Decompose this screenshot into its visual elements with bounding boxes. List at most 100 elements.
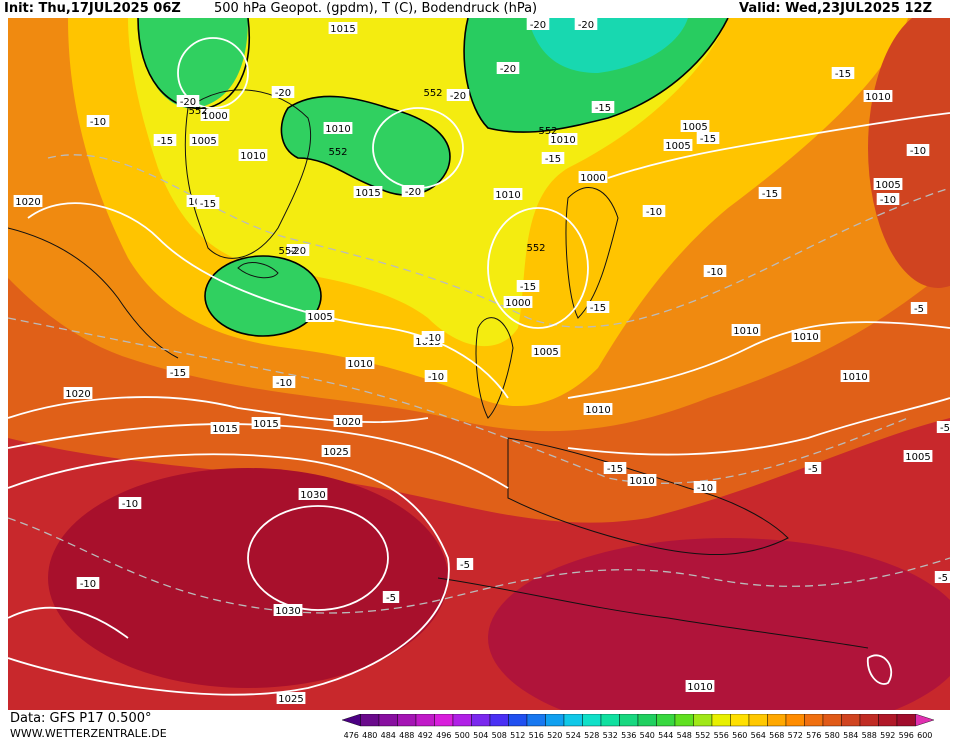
legend-swatch (341, 714, 361, 727)
legend-tick-label: 520 (547, 731, 562, 740)
field-dark-red-africa (488, 538, 950, 710)
temperature-label: -15 (590, 303, 606, 314)
legend-tick-label: 492 (418, 731, 433, 740)
temperature-label-box (642, 205, 666, 217)
temperature-label-box (804, 462, 822, 474)
isobar-label: 1005 (191, 136, 216, 147)
legend-tick-label: 536 (621, 731, 636, 740)
legend-swatch (748, 714, 768, 727)
legend-tick-label: 500 (455, 731, 470, 740)
isobar-label-box (321, 445, 351, 457)
legend-tick-label: 576 (806, 731, 821, 740)
isobar-label: 1015 (355, 188, 380, 199)
legend-tick-label: 508 (492, 731, 507, 740)
isobar-label-box (305, 310, 335, 322)
temperature-label: -15 (170, 368, 186, 379)
isobar-label-box (328, 22, 358, 34)
temperature-label: -15 (700, 134, 716, 145)
temperature-label: -10 (122, 499, 138, 510)
field-green-low (205, 256, 321, 336)
legend-tick-label: 580 (825, 731, 840, 740)
isobar-label-box (680, 120, 710, 132)
temperature-label: -20 (290, 246, 306, 257)
isobar-label: 1010 (347, 359, 372, 370)
map-title: 500 hPa Geopot. (gpdm), T (C), Bodendruc… (214, 1, 538, 16)
temperature-label-box (936, 421, 950, 433)
legend-swatch (878, 714, 898, 727)
field-dark-red-azores (48, 468, 448, 688)
isobar-1000-scandi (487, 207, 589, 329)
legend-tick-label: 496 (436, 731, 451, 740)
temperature-label: -20 (180, 97, 196, 108)
temperature-label-box (196, 197, 220, 209)
temperature-label: -15 (545, 154, 561, 165)
legend-swatch (582, 714, 602, 727)
isobar-label-box (189, 134, 219, 146)
isobar-label: 1025 (323, 447, 348, 458)
legend-tick-label: 540 (640, 731, 655, 740)
isobar-label-box (251, 417, 281, 429)
temperature-label: -15 (520, 282, 536, 293)
temperature-label: -5 (940, 423, 950, 434)
temperature-label-box (421, 331, 445, 343)
isobar-label-box (323, 122, 353, 134)
geopotential-label: 552 (278, 246, 297, 257)
legend-tick-label: 488 (399, 731, 414, 740)
isobar-label: 1010 (585, 405, 610, 416)
temperature-label: -10 (90, 117, 106, 128)
legend-swatch (452, 714, 472, 727)
legend-tick-label: 564 (751, 731, 766, 740)
legend-swatch (360, 714, 380, 727)
legend-swatch (489, 714, 509, 727)
isobar-1015 (8, 396, 429, 424)
isobar-label: 1020 (335, 417, 360, 428)
legend-swatch (656, 714, 676, 727)
temperature-label-box (831, 67, 855, 79)
legend-tick-label: 544 (658, 731, 673, 740)
temperature-label: -15 (835, 69, 851, 80)
isobar-label: 1005 (533, 347, 558, 358)
temperature-label: -20 (275, 88, 291, 99)
isobar-label-box (63, 387, 93, 399)
temperature-label: -10 (697, 483, 713, 494)
legend-swatch (637, 714, 657, 727)
valid-time: Valid: Wed,23JUL2025 12Z (739, 1, 932, 16)
isobar-label-box (548, 133, 578, 145)
data-source: Data: GFS P17 0.500° (10, 711, 152, 726)
temperature-label-box (526, 18, 550, 30)
isobar-label-box (200, 109, 230, 121)
isobar-label: 1010 (842, 372, 867, 383)
weather-map-canvas: 1015 1000 1005 1010 1010 1015 1015 1020 1020 1015… (8, 18, 950, 710)
north-america-coast (8, 227, 179, 359)
weather-map[interactable]: 1015 1000 1005 1010 1010 1015 1015 1020 1020 1015… (8, 18, 950, 710)
isobar-labels: 1015 1000 1005 1010 1010 1015 1015 1020 1020 1015… (13, 22, 933, 705)
geopotential-label: 552 (538, 126, 557, 137)
legend-tick-label: 512 (510, 731, 525, 740)
temperature-label: -10 (425, 333, 441, 344)
temperature-label: -15 (607, 464, 623, 475)
legend-swatch (915, 714, 935, 727)
isobar-label-box (503, 296, 533, 308)
temperature-label-box (906, 144, 930, 156)
isobar-label: 1010 (687, 682, 712, 693)
isobar-label: 1005 (682, 122, 707, 133)
temperature-label: -10 (707, 267, 723, 278)
isobar-label: 1005 (905, 452, 930, 463)
temperature-label: -5 (386, 593, 396, 604)
field-cyan-core (528, 18, 688, 73)
geopotential-label: 552 (188, 106, 207, 117)
legend-swatch (600, 714, 620, 727)
isobar-label: 1020 (15, 197, 40, 208)
temperature-label-box (166, 366, 190, 378)
temperature-label: -10 (80, 579, 96, 590)
temperature-label-box (176, 95, 200, 107)
field-green-center (281, 96, 450, 196)
isobar-label: 1015 (253, 419, 278, 430)
isobar-label-box (578, 171, 608, 183)
isobar-label: 1010 (495, 190, 520, 201)
temperature-label-box (574, 18, 598, 30)
legend-swatch (822, 714, 842, 727)
isobar-label: 1010 (629, 476, 654, 487)
legend-swatch (545, 714, 565, 727)
legend-swatch (841, 714, 861, 727)
